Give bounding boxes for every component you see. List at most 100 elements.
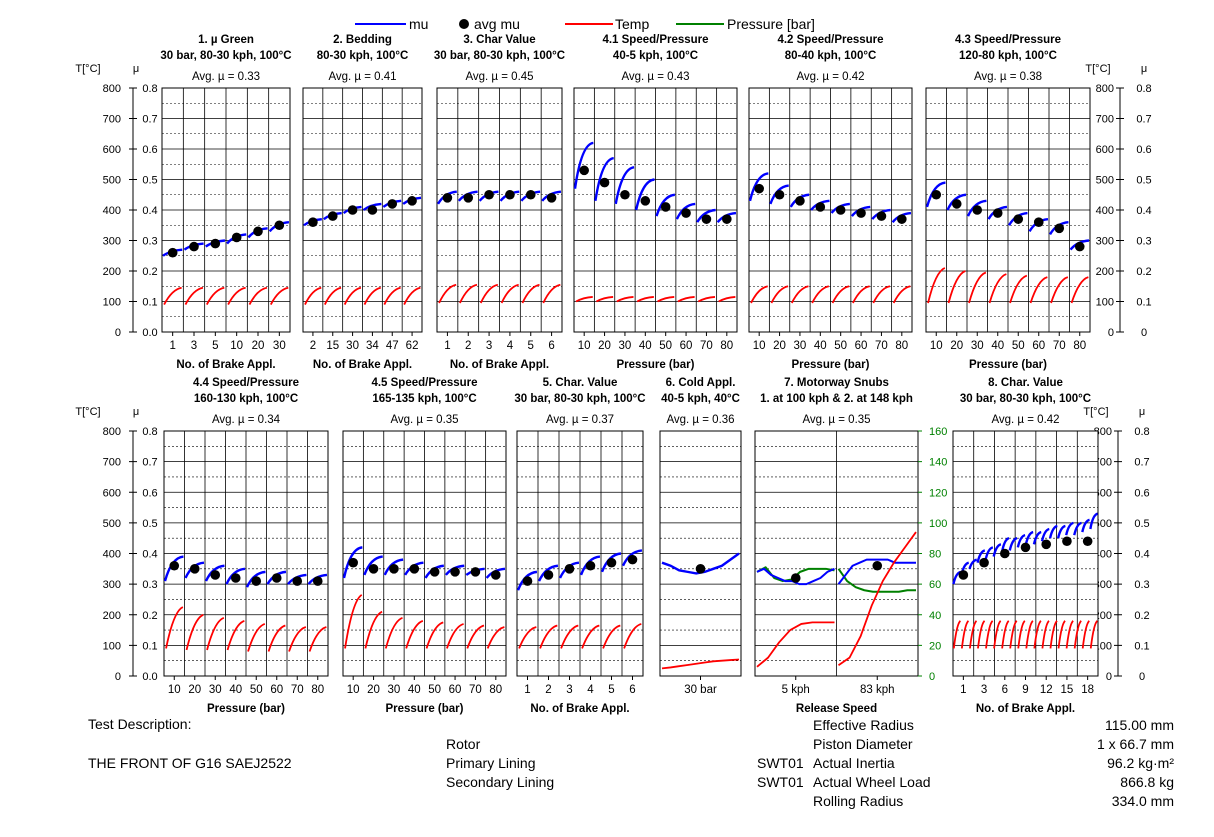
- panel-7-subtitle: 160-130 kph, 100°C: [194, 393, 298, 405]
- panel-1-x-tick-label: 3: [191, 340, 197, 352]
- panel-4-avg-point: [681, 208, 691, 218]
- panel-8-avg-point: [348, 557, 358, 568]
- panel-1-avg-point: [253, 226, 263, 237]
- panel-11-pressure-tick-label: 160: [929, 426, 947, 438]
- row1-right-temp-tick-label: 300: [1096, 236, 1114, 248]
- panel-7-x-tick-label: 20: [188, 684, 201, 696]
- panel-3-avg-point: [525, 189, 536, 200]
- row1-right-mu-tick-label: 0.1: [1136, 297, 1151, 309]
- row2-left-mu-tick-label: 0.0: [142, 671, 157, 683]
- panel-11-x-tick-label: 5 kph: [782, 684, 810, 696]
- panel-2-avg-label: Avg. µ = 0.41: [328, 71, 396, 83]
- panel-9-x-axis-label: No. of Brake Appl.: [530, 703, 629, 715]
- panel-6-temp-segment: [1070, 276, 1089, 304]
- panel-8-avg-point: [429, 567, 440, 577]
- panel-12-x-tick-label: 9: [1022, 684, 1028, 696]
- row2-left-temp-tick-label: 300: [103, 579, 121, 591]
- panel-6-temp-segment: [927, 267, 946, 304]
- panel-7-title: 4.4 Speed/Pressure: [193, 377, 299, 389]
- panel-12-mu-segment: [976, 549, 986, 563]
- panel-4-avg-label: Avg. µ = 0.43: [621, 71, 689, 83]
- panel-4-x-tick-label: 40: [639, 340, 652, 352]
- row1-right-temp-title: T[°C]: [1085, 63, 1110, 75]
- panel-8-avg-point: [450, 567, 460, 577]
- panel-4-temp-segment: [636, 296, 654, 303]
- panel-7-temp-segment: [165, 606, 184, 649]
- row1-left-temp-title: T[°C]: [75, 63, 100, 75]
- panel-9-avg-point: [543, 570, 554, 580]
- panel-2-temp-segment: [363, 286, 381, 305]
- row2-left-temp-tick-label: 0: [115, 671, 121, 683]
- panel-3-x-tick-label: 6: [548, 340, 554, 352]
- panel-12-title: 8. Char. Value: [988, 377, 1063, 389]
- panel-3-x-tick-label: 2: [465, 340, 471, 352]
- row1-right-temp-tick-label: 500: [1096, 175, 1114, 187]
- panel-3-x-tick-label: 5: [528, 340, 534, 352]
- panel-6-x-tick-label: 80: [1073, 340, 1086, 352]
- panel-12-avg-point: [1041, 539, 1052, 550]
- row2-right-temp-tick-label: 0: [1106, 671, 1112, 683]
- row1-left-mu-tick-label: 0.6: [142, 144, 157, 156]
- row1-right-mu-tick-label: 0.2: [1136, 266, 1151, 278]
- panel-8-x-tick-label: 10: [347, 684, 360, 696]
- panel-7-avg-point: [169, 560, 180, 571]
- row1-right-temp-tick-label: 0: [1108, 327, 1114, 339]
- panel-5-temp-segment: [770, 285, 789, 304]
- row1-left-mu-tick-label: 0.3: [142, 236, 157, 248]
- panel-1-temp-segment: [206, 286, 225, 305]
- panel-12-temp-segment: [1073, 620, 1082, 649]
- row1-right-mu-tick-label: 0.6: [1136, 144, 1151, 156]
- panel-1-x-axis-label: No. of Brake Appl.: [176, 359, 275, 371]
- row2-left-temp-tick-label: 700: [103, 457, 121, 469]
- row2-left-mu-tick-label: 0.5: [142, 518, 157, 530]
- panel-7-x-tick-label: 40: [229, 684, 242, 696]
- panel-2-x-tick-label: 15: [326, 340, 339, 352]
- panel-5-temp-segment: [811, 285, 830, 304]
- panel-7-avg-point: [292, 576, 303, 586]
- row2-left-mu-tick-label: 0.6: [142, 487, 157, 499]
- row2-left-temp-tick-label: 100: [103, 640, 121, 652]
- panel-12-avg-point: [979, 557, 989, 568]
- panel-9-mu-segment: [537, 564, 559, 582]
- panel-4-x-tick-label: 50: [659, 340, 672, 352]
- panel-4-title: 4.1 Speed/Pressure: [602, 34, 708, 46]
- panel-4-x-axis-label: Pressure (bar): [617, 359, 695, 371]
- panel-1-temp-segment: [270, 286, 289, 305]
- row1-left-mu-tick-label: 0.5: [142, 175, 157, 187]
- panel-7-avg-point: [312, 576, 323, 586]
- panel-12-temp-segment: [1081, 620, 1090, 649]
- panel-5-x-tick-label: 60: [855, 340, 868, 352]
- param-value-effective-radius: 115.00 mm: [1105, 717, 1174, 733]
- row1-right-mu-tick-label: 0: [1141, 327, 1147, 339]
- panel-12-mu-segment: [968, 558, 978, 570]
- panel-8-avg-point: [368, 564, 379, 574]
- panel-11-x-tick-label: 83 kph: [860, 684, 895, 696]
- panel-5-avg-point: [897, 214, 907, 224]
- panel-6-avg-point: [972, 205, 983, 215]
- panel-7-x-tick-label: 80: [311, 684, 324, 696]
- panel-5-avg-label: Avg. µ = 0.42: [796, 71, 864, 83]
- panel-12-temp-segment: [993, 620, 1002, 649]
- panel-8-temp-segment: [446, 623, 464, 649]
- panel-4-x-tick-label: 20: [598, 340, 611, 352]
- panel-4-temp-segment: [657, 296, 675, 303]
- panel-6-temp-segment: [988, 273, 1007, 304]
- panel-3-x-tick-label: 3: [486, 340, 492, 352]
- panel-3-title: 3. Char Value: [463, 34, 535, 46]
- panel-12-x-tick-label: 6: [1002, 684, 1008, 696]
- panel-2-x-tick-label: 30: [346, 340, 359, 352]
- panel-6-temp-segment: [1050, 276, 1069, 304]
- panel-5-mu-segment: [748, 172, 769, 202]
- panel-5-x-axis-label: Pressure (bar): [792, 359, 870, 371]
- panel-4-temp-segment: [616, 296, 634, 303]
- panel-3-avg-point: [463, 193, 474, 203]
- panel-10-temp-line: [661, 658, 740, 670]
- panel-4-mu-segment: [634, 178, 655, 211]
- panel-6-x-tick-label: 40: [991, 340, 1004, 352]
- panel-6-mu-segment: [925, 181, 946, 208]
- panel-4-x-tick-label: 30: [619, 340, 632, 352]
- panel-12-temp-segment: [960, 620, 970, 649]
- panel-12-temp-segment: [1025, 620, 1034, 649]
- row2-left-temp-tick-label: 200: [103, 610, 121, 622]
